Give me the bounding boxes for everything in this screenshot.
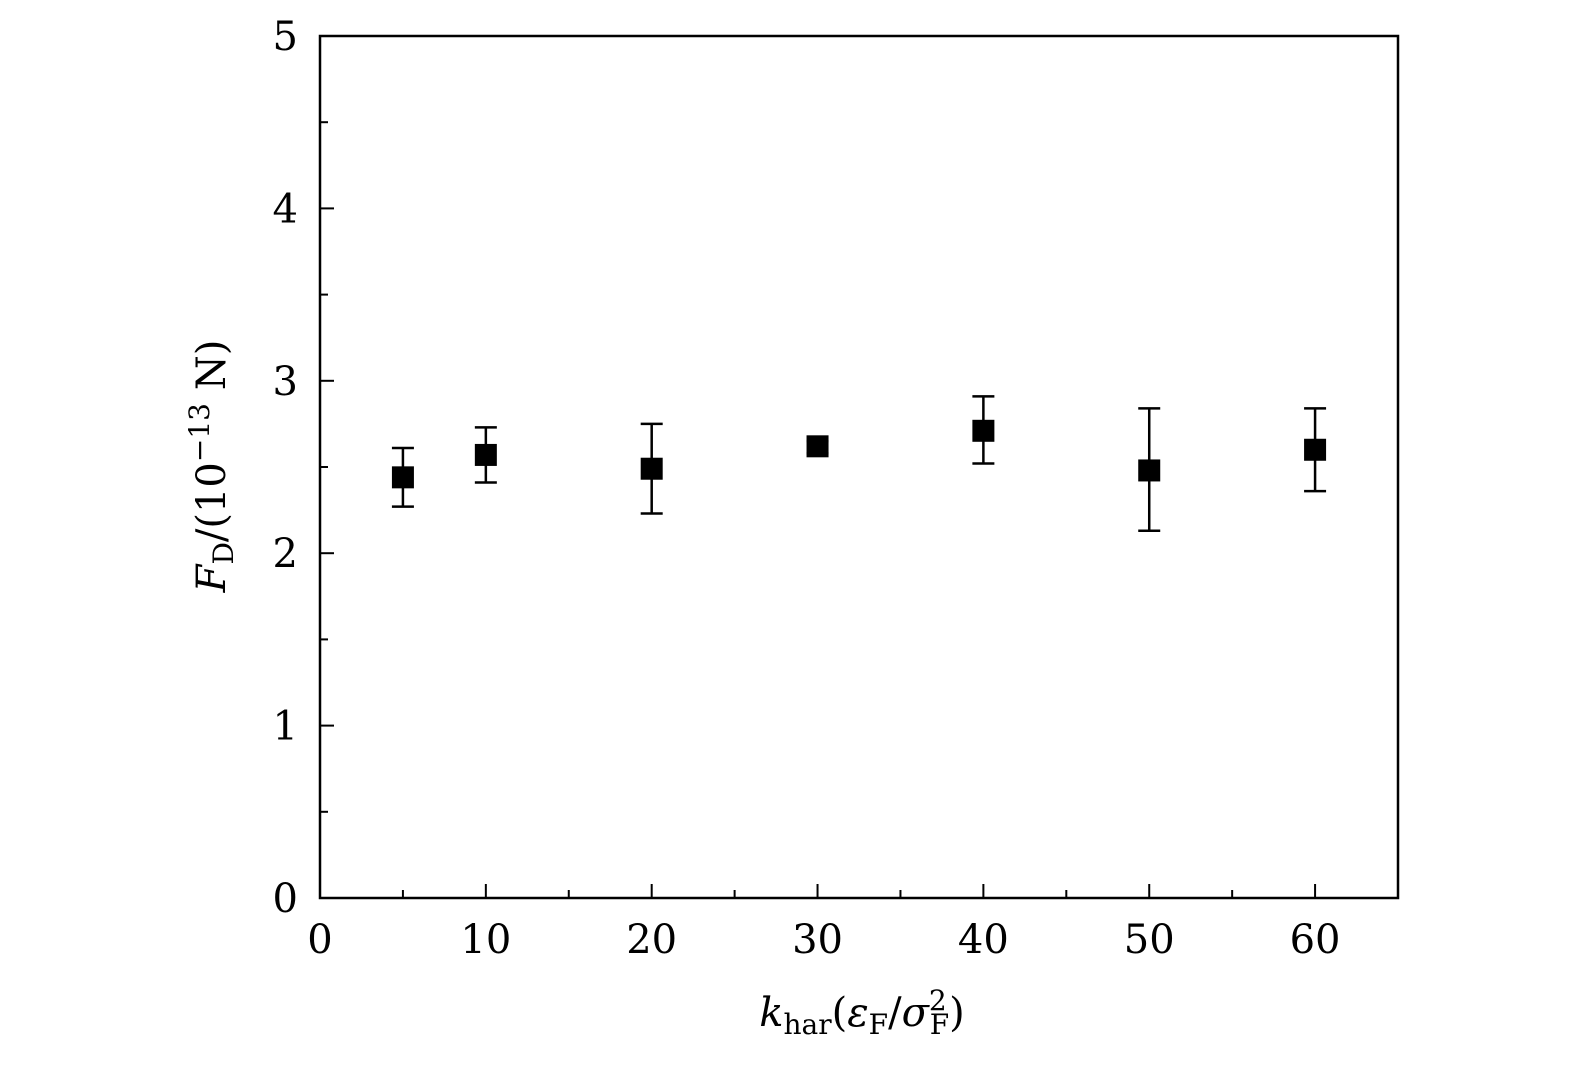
x-label-open-paren: ( [832, 990, 848, 1036]
data-points [391, 395, 1327, 533]
x-tick-label: 20 [626, 917, 677, 963]
y-label-subscript: D [207, 542, 240, 564]
x-label-sigma-sub: F [930, 1008, 949, 1041]
y-tick-label: 3 [273, 359, 298, 405]
x-label-symbol: k [759, 990, 783, 1036]
y-label-exponent: −13 [183, 403, 216, 462]
data-point [1138, 459, 1161, 482]
x-axis-label: khar(εF/σ2 F) [759, 984, 965, 1041]
axis-ticks [319, 35, 1317, 899]
x-label-slash: / [888, 990, 902, 1036]
data-point [474, 443, 497, 466]
x-label-close-paren: ) [949, 990, 965, 1036]
x-tick-label: 50 [1124, 917, 1175, 963]
x-tick-label: 30 [792, 917, 843, 963]
x-tick-label: 0 [307, 917, 332, 963]
y-label-text: /(10 [189, 462, 235, 542]
y-tick-label: 0 [273, 876, 298, 922]
data-point [806, 435, 829, 458]
x-tick-label: 10 [460, 917, 511, 963]
x-label-epsilon-sub: F [869, 1008, 888, 1041]
x-label-epsilon: ε [847, 990, 868, 1036]
data-point [1304, 438, 1327, 461]
x-label-sigma: σ [902, 990, 931, 1036]
data-point [640, 457, 663, 480]
data-point [972, 419, 995, 442]
x-tick-label: 60 [1290, 917, 1341, 963]
plot-frame [318, 34, 1400, 900]
data-point-group [1138, 407, 1161, 533]
x-label-subscript: har [783, 1008, 832, 1041]
x-tick-label: 40 [958, 917, 1009, 963]
data-point-group [1304, 407, 1327, 493]
tick-labels: 0 10 20 30 40 50 60 0 1 2 3 4 5 [273, 14, 1341, 963]
x-label-sigma-sup: 2 [929, 984, 947, 1017]
y-tick-label: 4 [273, 186, 298, 232]
y-tick-label: 2 [273, 531, 298, 577]
data-point-group [391, 446, 414, 508]
y-label-symbol: F [189, 563, 235, 593]
y-tick-label: 1 [273, 704, 298, 750]
data-point [391, 466, 414, 489]
data-point-group [972, 395, 995, 465]
data-point-group [806, 435, 829, 458]
data-point-group [640, 422, 663, 515]
y-tick-label: 5 [273, 14, 298, 60]
data-point-group [474, 426, 497, 484]
y-label-unit: N) [189, 340, 235, 403]
y-axis-label: FD/(10−13 N) [183, 340, 240, 594]
